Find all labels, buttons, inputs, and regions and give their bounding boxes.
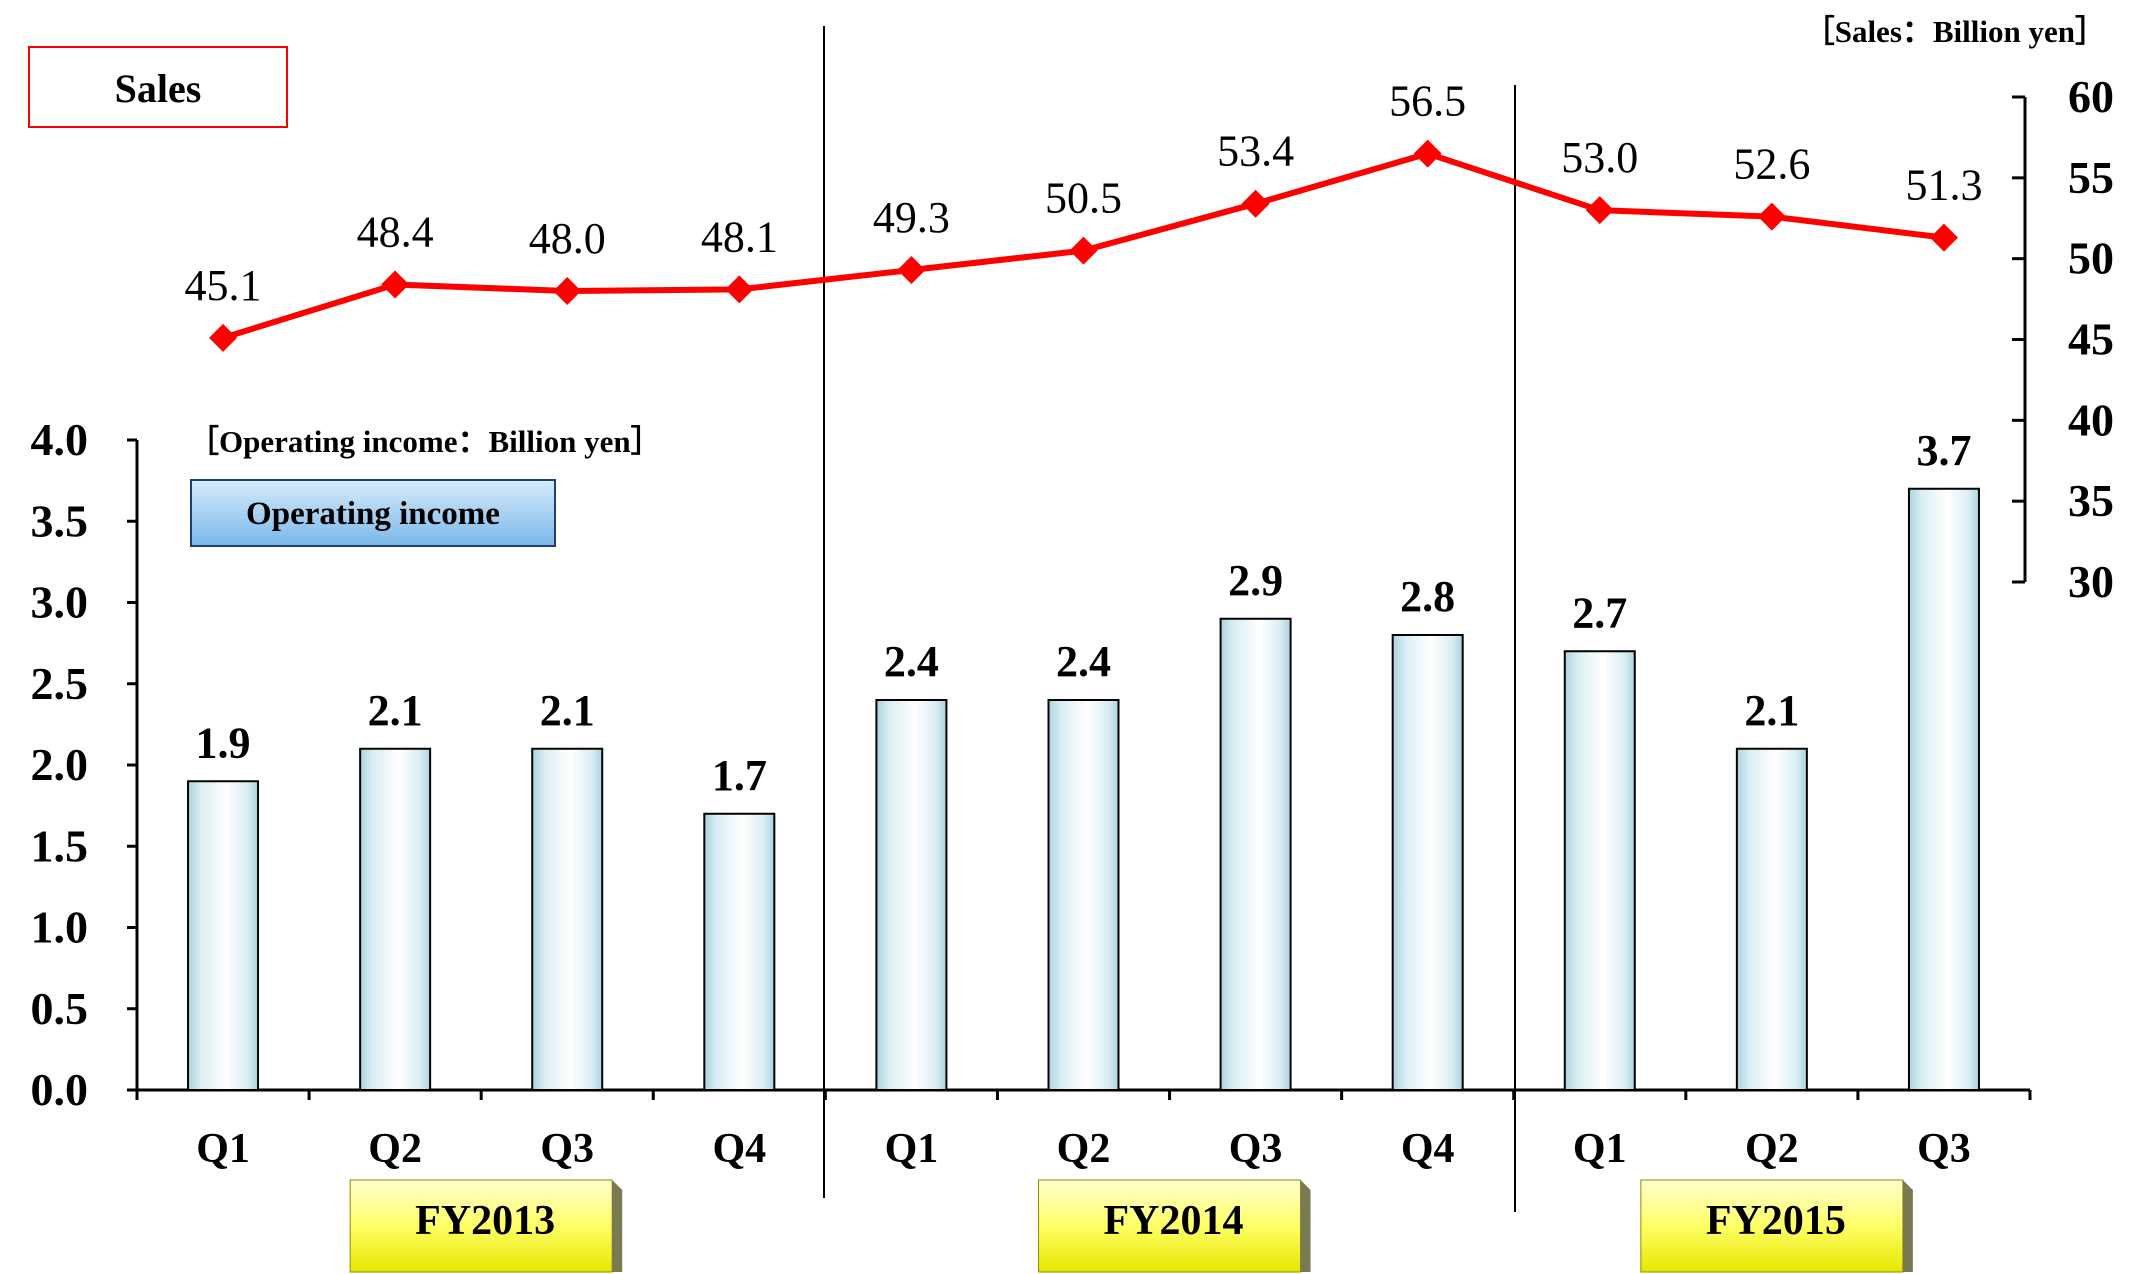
sales-line-labels: 45.1 48.4 48.0 48.1 49.3 50.5 53.4 56.5 53.0 52.6… (185, 77, 1983, 310)
operating-income-legend-label: Operating income (246, 496, 500, 532)
sales-marker (209, 323, 238, 352)
sales-value-label: 52.6 (1733, 140, 1810, 189)
quarter-label: Q3 (1229, 1126, 1283, 1172)
sales-marker (725, 275, 754, 304)
fy-label-box (1038, 1179, 1302, 1273)
sales-value-label: 45.1 (185, 261, 262, 310)
fiscal-year-labels: FY2013 FY2014 FY2015 (349, 1179, 1913, 1273)
sales-value-label: 48.0 (529, 214, 606, 263)
quarter-label: Q2 (368, 1126, 422, 1172)
quarter-label: Q2 (1745, 1126, 1799, 1172)
fy-label-box (349, 1179, 613, 1273)
operating-income-bar (359, 747, 432, 1091)
sales-value-label: 49.3 (873, 193, 950, 242)
right-axis-tick-label: 50 (2068, 233, 2114, 284)
sales-marker (1585, 196, 1614, 225)
sales-marker (1241, 189, 1270, 218)
sales-marker (381, 270, 410, 299)
sales-marker (1069, 236, 1098, 265)
quarter-label: Q4 (712, 1126, 766, 1172)
operating-income-unit-label: ［Operating income：Billion yen］ (188, 424, 662, 459)
operating-income-axis: 0.0 0.5 1.0 1.5 2.0 2.5 3.0 3.5 4.0 (31, 414, 2032, 1115)
left-axis-tick-label: 3.0 (31, 577, 89, 628)
operating-income-legend-box (190, 479, 556, 547)
sales-value-label: 48.1 (701, 212, 778, 261)
left-axis-tick-label: 1.0 (31, 902, 89, 953)
operating-income-value-label: 2.8 (1400, 572, 1455, 621)
operating-income-value-label: 2.9 (1228, 556, 1283, 605)
sales-unit-label: ［Sales：Billion yen］ (1804, 14, 2106, 49)
sales-legend: Sales (28, 46, 288, 128)
sales-marker (897, 255, 926, 284)
operating-income-value-label: 2.7 (1572, 588, 1627, 637)
operating-income-bar (1219, 617, 1292, 1091)
operating-income-value-label: 3.7 (1916, 426, 1971, 475)
operating-income-value-label: 1.9 (196, 718, 251, 767)
operating-income-bar (1563, 650, 1636, 1091)
operating-income-bar (187, 780, 260, 1091)
fy-label-box-shadow (612, 1180, 623, 1272)
fy-label-box (1640, 1179, 1904, 1273)
operating-income-bar (875, 699, 948, 1091)
quarter-labels: Q1 Q2 Q3 Q4 Q1 Q2 Q3 Q4 Q1 Q2 Q3 (196, 1126, 1971, 1172)
operating-income-bar (531, 747, 604, 1091)
left-axis-tick-label: 0.0 (31, 1064, 89, 1115)
right-axis-tick-label: 40 (2068, 394, 2114, 445)
fy-label-box-shadow (1902, 1180, 1913, 1272)
operating-income-bar (1391, 634, 1464, 1091)
quarter-label: Q2 (1057, 1126, 1111, 1172)
right-axis-tick-label: 55 (2068, 152, 2114, 203)
left-axis-tick-label: 3.5 (31, 495, 89, 546)
right-axis-tick-label: 35 (2068, 475, 2114, 526)
operating-income-value-label: 2.1 (540, 686, 595, 735)
sales-value-label: 53.4 (1217, 127, 1294, 176)
left-axis-tick-label: 4.0 (31, 414, 89, 465)
left-axis-tick-label: 1.5 (31, 820, 89, 871)
sales-legend-box (28, 46, 288, 128)
quarter-label: Q3 (540, 1126, 594, 1172)
left-axis-tick-label: 2.5 (31, 658, 89, 709)
sales-marker (1757, 202, 1786, 231)
sales-value-label: 51.3 (1905, 161, 1982, 210)
operating-income-value-label: 2.4 (884, 637, 939, 686)
operating-income-value-label: 2.4 (1056, 637, 1111, 686)
sales-value-label: 53.0 (1561, 133, 1638, 182)
operating-income-bar (1735, 747, 1808, 1091)
operating-income-bar (1047, 699, 1120, 1091)
operating-income-bar-labels: 1.9 2.1 2.1 1.7 2.4 2.4 2.9 2.8 2.7 2.1 3.7 (196, 426, 1972, 800)
operating-income-value-label: 2.1 (1744, 686, 1799, 735)
operating-income-bar (703, 812, 776, 1091)
sales-marker (1929, 223, 1958, 252)
sales-value-label: 50.5 (1045, 174, 1122, 223)
quarter-label: Q1 (1573, 1126, 1627, 1172)
sales-axis: 30 35 40 45 50 55 60 (2012, 71, 2114, 607)
fy-label: FY2015 (1706, 1198, 1846, 1244)
operating-income-bar (1907, 487, 1980, 1091)
fy-label-box-shadow (1300, 1180, 1311, 1272)
left-axis-tick-label: 0.5 (31, 983, 89, 1034)
operating-income-legend: Operating income (190, 479, 556, 547)
sales-marker (553, 277, 582, 305)
right-axis-tick-label: 45 (2068, 314, 2114, 365)
quarter-label: Q1 (885, 1126, 939, 1172)
fy-label: FY2013 (415, 1198, 555, 1244)
operating-income-value-label: 2.1 (368, 686, 423, 735)
fy-label: FY2014 (1104, 1198, 1244, 1244)
quarter-label: Q1 (196, 1126, 250, 1172)
sales-line (209, 139, 1958, 352)
sales-legend-label: Sales (115, 66, 202, 111)
right-axis-tick-label: 60 (2068, 71, 2114, 122)
left-axis-tick-label: 2.0 (31, 739, 89, 790)
right-axis-tick-label: 30 (2068, 556, 2114, 607)
quarter-label: Q4 (1401, 1126, 1455, 1172)
sales-value-label: 56.5 (1389, 77, 1466, 126)
fiscal-year-dividers (823, 26, 1516, 1212)
sales-value-label: 48.4 (357, 208, 434, 257)
operating-income-value-label: 1.7 (712, 751, 767, 800)
quarter-label: Q3 (1917, 1126, 1971, 1172)
operating-income-bars (187, 487, 1980, 1091)
sales-marker (1413, 139, 1442, 168)
